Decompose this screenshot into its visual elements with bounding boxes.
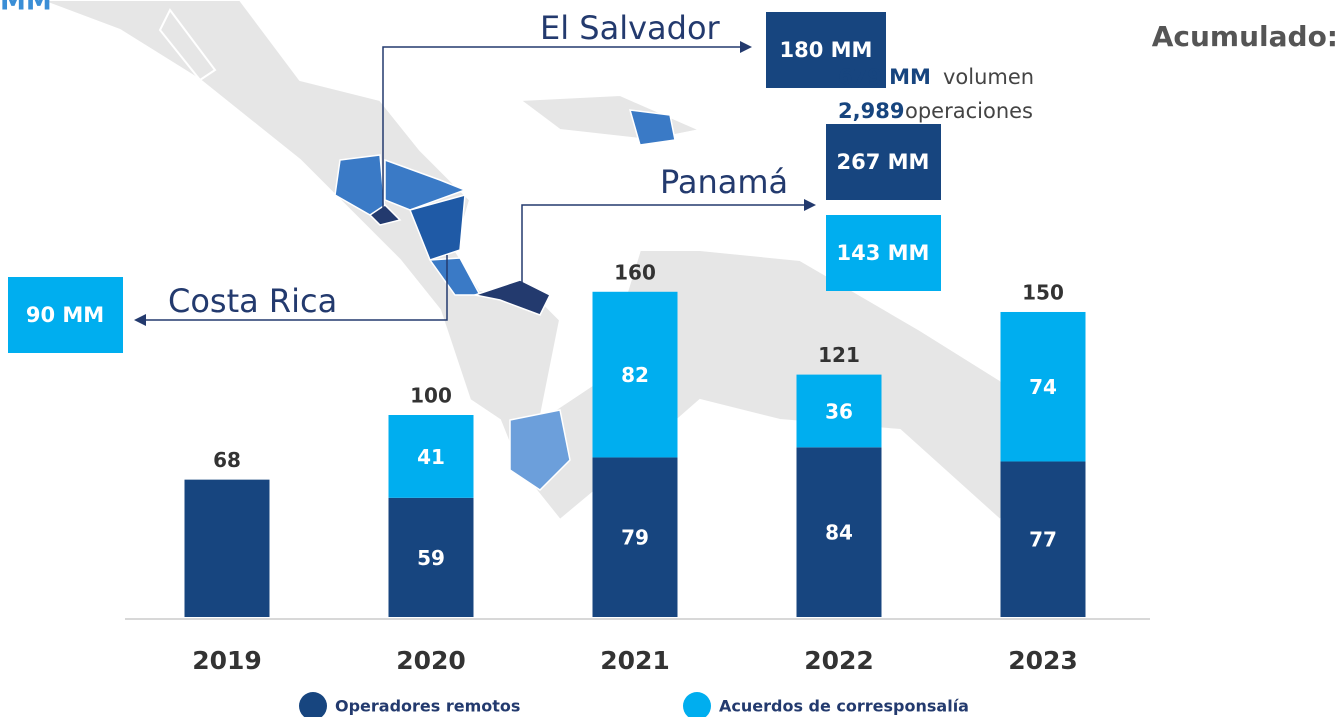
accumulated-title: Acumulado:	[1152, 20, 1338, 53]
bar-total-label: 160	[614, 260, 656, 284]
bar-total-label: 121	[818, 343, 860, 367]
legend-label: Operadores remotos	[335, 697, 520, 716]
x-tick-label: 2023	[1008, 646, 1078, 675]
chart: MM El Salvador 180 MM Panamá 267 MM 143 …	[0, 0, 1341, 717]
page: MM El Salvador 180 MM Panamá 267 MM 143 …	[0, 0, 1341, 717]
x-tick-label: 2021	[600, 646, 670, 675]
bar-value-label: 82	[621, 363, 649, 387]
bar-value-label: 59	[417, 546, 445, 570]
callout-country: Panamá	[660, 163, 788, 201]
callout-amount: 267 MM	[837, 150, 930, 174]
x-tick-label: 2020	[396, 646, 466, 675]
legend-label: Acuerdos de corresponsalía	[719, 697, 969, 716]
x-tick-label: 2022	[804, 646, 874, 675]
bar-total-label: 68	[213, 448, 241, 472]
bar-value-label: 84	[825, 521, 853, 545]
callout-amount: 143 MM	[837, 241, 930, 265]
accumulated-operations: 2,989	[838, 99, 904, 123]
bar-total-label: 100	[410, 384, 452, 408]
callout-amount: 180 MM	[780, 38, 873, 62]
callout-country: El Salvador	[540, 9, 721, 47]
accumulated-volume: 679 MM	[838, 65, 931, 89]
header-title: MM	[0, 0, 52, 17]
bar-value-label: 79	[621, 526, 649, 550]
accumulated-operations-label: operaciones	[905, 99, 1033, 123]
bar-value-label: 77	[1029, 528, 1057, 552]
bar-value-label: 74	[1029, 375, 1057, 399]
callout-country: Costa Rica	[168, 282, 337, 320]
bar-value-label: 41	[417, 445, 445, 469]
x-tick-label: 2019	[192, 646, 262, 675]
callout-amount: 90 MM	[26, 303, 104, 327]
accumulated-volume-label: volumen	[943, 65, 1034, 89]
legend-swatch	[683, 692, 711, 717]
bar-value-label: 36	[825, 399, 853, 423]
bar-total-label: 150	[1022, 280, 1064, 304]
bar-segment	[185, 480, 270, 617]
legend-swatch	[299, 692, 327, 717]
